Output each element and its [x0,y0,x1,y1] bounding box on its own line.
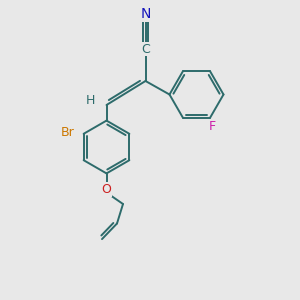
Text: C: C [142,43,151,56]
Text: Br: Br [60,126,74,139]
Text: O: O [102,183,111,196]
Text: H: H [86,94,96,107]
Text: N: N [140,8,151,21]
Text: F: F [209,120,216,134]
